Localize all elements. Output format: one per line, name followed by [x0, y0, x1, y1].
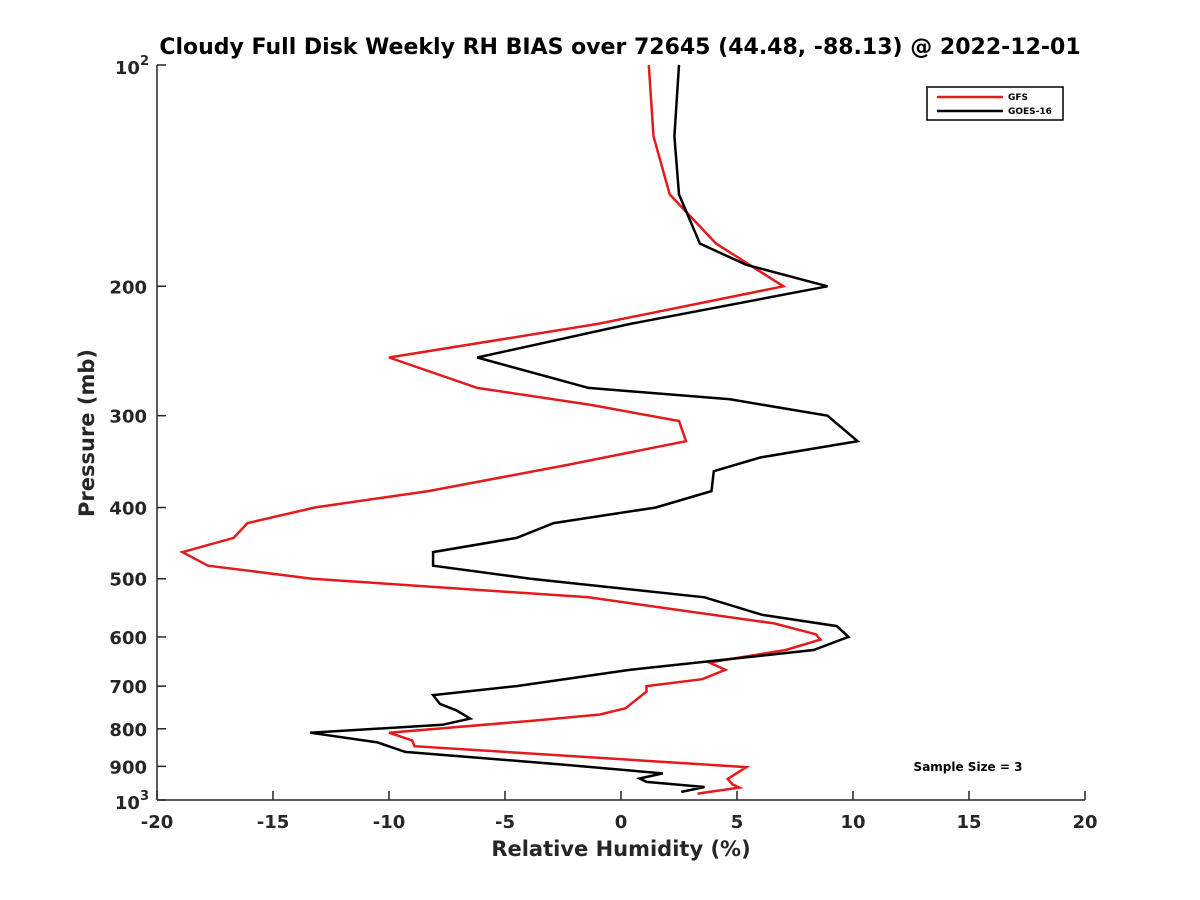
y-tick-label: 200 [109, 277, 147, 298]
x-tick-label: 15 [956, 812, 981, 833]
y-axis-label: Pressure (mb) [75, 349, 99, 517]
y-tick-label: 900 [109, 757, 147, 778]
y-tick-label: 800 [109, 720, 147, 741]
x-axis-label: Relative Humidity (%) [491, 837, 750, 861]
x-tick-label: -15 [257, 812, 290, 833]
y-tick-label: 300 [109, 407, 147, 428]
x-tick-label: 20 [1072, 812, 1097, 833]
x-tick-label: 5 [731, 812, 744, 833]
legend-box [926, 86, 1064, 121]
chart-title: Cloudy Full Disk Weekly RH BIAS over 726… [159, 35, 1080, 60]
series-line-goes-16 [309, 64, 861, 794]
x-tick-label: 0 [615, 812, 628, 833]
series-lines [179, 64, 861, 795]
x-tick-label: 10 [840, 812, 865, 833]
legend-label-gfs: GFS [1008, 93, 1028, 103]
y-tick-label: 500 [109, 570, 147, 591]
y-axis-ticks: 102 200 300 400 500 600 700 800 900 103 [109, 54, 166, 814]
series-line-gfs [179, 64, 823, 795]
legend-label-goes16: GOES-16 [1008, 107, 1052, 117]
x-tick-label: -5 [495, 812, 515, 833]
y-tick-label: 102 [115, 54, 149, 79]
y-tick-label: 400 [109, 499, 147, 520]
x-tick-label: -20 [141, 812, 174, 833]
x-axis-ticks: -20 -15 -10 -5 0 5 10 15 20 [141, 791, 1098, 833]
sample-size-annotation: Sample Size = 3 [914, 760, 1023, 774]
y-tick-label: 700 [109, 677, 147, 698]
x-tick-label: -10 [373, 812, 406, 833]
y-tick-label: 103 [115, 789, 149, 814]
legend: GFS GOES-16 [926, 86, 1064, 121]
y-tick-label: 600 [109, 628, 147, 649]
